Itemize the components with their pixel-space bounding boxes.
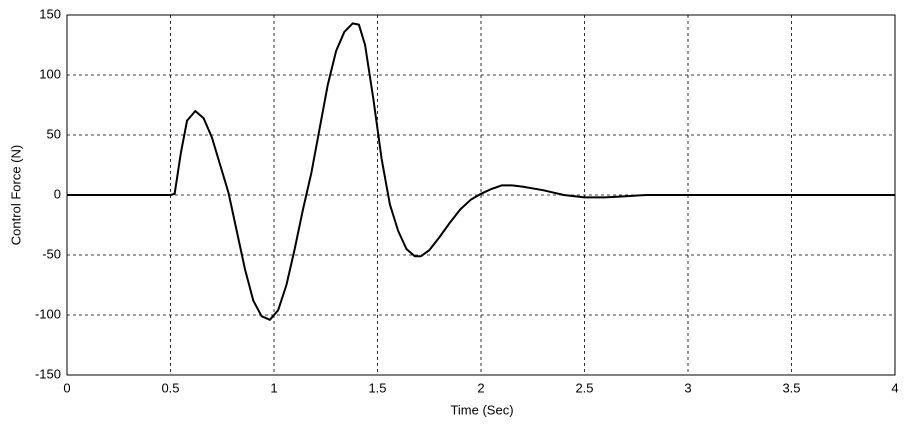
x-tick-label: 0 (63, 380, 70, 395)
y-axis-label: Control Force (N) (8, 145, 23, 245)
y-tick-label: -100 (35, 306, 61, 321)
data-line (67, 22, 895, 321)
y-tick-label: 0 (54, 186, 61, 201)
x-tick-label: 2.5 (575, 380, 593, 395)
x-tick-label: 0.5 (161, 380, 179, 395)
x-tick-label: 4 (891, 380, 898, 395)
y-tick-label: -50 (42, 246, 61, 261)
x-tick-label: 2 (477, 380, 484, 395)
y-tick-label: 100 (39, 66, 61, 81)
y-tick-label: 150 (39, 6, 61, 21)
x-tick-label: 3 (684, 380, 691, 395)
y-tick-label: 50 (47, 126, 61, 141)
x-tick-label: 1 (270, 380, 277, 395)
x-tick-label: 1.5 (368, 380, 386, 395)
y-tick-label: -150 (35, 366, 61, 381)
x-tick-label: 3.5 (782, 380, 800, 395)
x-axis-label: Time (Sec) (450, 402, 513, 417)
